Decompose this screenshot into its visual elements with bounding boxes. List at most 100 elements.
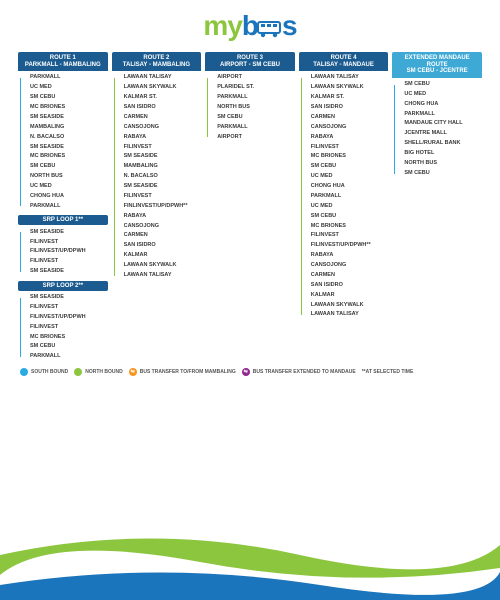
route-stop: RABAYA	[124, 211, 202, 221]
route-line	[114, 78, 115, 275]
route-stop: SM CEBU	[30, 162, 108, 172]
route-stop: CANSOJONG	[124, 123, 202, 133]
route-stop: SM CEBU	[217, 113, 295, 123]
column-header: ROUTE 1 PARKMALL - MAMBALING	[18, 52, 108, 71]
route-stop: FILINVEST	[124, 142, 202, 152]
route-stop: UC MED	[404, 90, 482, 100]
route-stop: CANSOJONG	[124, 221, 202, 231]
route-stop: N. BACALSO ⇋	[30, 132, 108, 142]
column-header: ROUTE 2 TALISAY - MAMBALING	[112, 52, 202, 71]
route-stop: PARKMALL	[311, 192, 389, 202]
route-stop: NORTH BUS	[30, 172, 108, 182]
route-section: LAWAAN TALISAY LAWAAN SKYWALKKALMAR ST.S…	[299, 73, 389, 320]
route-stop: UC MED	[311, 202, 389, 212]
footer-waves	[0, 530, 500, 600]
route-stop: KALMAR	[311, 290, 389, 300]
legend-dot-south	[20, 368, 28, 376]
route-column: ROUTE 3 AIRPORT - SM CEBU AIRPORTPLARIDEL…	[205, 52, 295, 362]
route-section: PARKMALLUC MED SM CEBUMC BRIONESSM SEASI…	[18, 73, 108, 211]
logo-text-s: s	[282, 10, 297, 41]
route-stop: KALMAR ST.	[311, 93, 389, 103]
route-stop: SM SEASIDE	[124, 182, 202, 192]
route-stop: PARKMALL	[404, 109, 482, 119]
route-stop: MC BRIONES	[311, 152, 389, 162]
route-line	[207, 78, 208, 137]
column-header: EXTENDED MANDAUE ROUTE SM CEBU - JCENTRE	[392, 52, 482, 78]
sub-header: SRP LOOP 2**	[18, 281, 108, 291]
route-stop: SHELL/RURAL BANK	[404, 139, 482, 149]
route-stop: MANDAUE CITY HALL	[404, 119, 482, 129]
legend-dot-mambaling: ⇋	[129, 368, 137, 376]
route-section: SM SEASIDEFILINVEST FILINVEST/UP/DPWHFIL…	[18, 293, 108, 362]
route-line	[20, 298, 21, 357]
route-stop: KALMAR ST.	[124, 93, 202, 103]
route-stop: PARKMALL	[30, 73, 108, 83]
route-stop: LAWAAN SKYWALK	[311, 300, 389, 310]
route-stop: CARMEN	[124, 113, 202, 123]
route-stop: UC MED	[30, 83, 108, 93]
route-stop: LAWAAN TALISAY	[124, 73, 202, 83]
route-column: ROUTE 2 TALISAY - MAMBALING LAWAAN TALISA…	[112, 52, 202, 362]
route-stop: CHONG HUA	[404, 100, 482, 110]
route-stop: LAWAAN TALISAY	[124, 271, 202, 281]
legend-label-north: NORTH BOUND	[85, 369, 123, 375]
route-stop: SAN ISIDRO	[124, 241, 202, 251]
legend-selected: **AT SELECTED TIME	[362, 369, 414, 375]
route-stop: LAWAAN TALISAY	[311, 310, 389, 320]
route-stop: FILINVEST	[124, 192, 202, 202]
column-header: ROUTE 4 TALISAY - MANDAUE	[299, 52, 389, 71]
route-stop: PLARIDEL ST.	[217, 83, 295, 93]
route-stop: RABAYA	[311, 251, 389, 261]
route-stop: NORTH BUS	[404, 159, 482, 169]
route-stop: FILINVEST/UP/DPWH	[30, 247, 108, 257]
route-stop: SAN ISIDRO	[124, 103, 202, 113]
route-stop: RABAYA	[311, 132, 389, 142]
route-line	[20, 78, 21, 206]
route-stop: PARKMALL	[217, 93, 295, 103]
route-column: EXTENDED MANDAUE ROUTE SM CEBU - JCENTRE…	[392, 52, 482, 362]
route-stop: SM CEBU	[30, 342, 108, 352]
route-stop: SM CEBU	[404, 169, 482, 179]
route-section: SM CEBUUC MED CHONG HUAPARKMALLMANDAUE C…	[392, 80, 482, 179]
route-stop: FILINVEST	[311, 231, 389, 241]
route-stop: CARMEN	[311, 271, 389, 281]
route-stop: SM SEASIDE	[30, 227, 108, 237]
route-stop: PARKMALL	[30, 202, 108, 212]
route-stop: SM SEASIDE	[30, 267, 108, 277]
route-columns: ROUTE 1 PARKMALL - MAMBALINGPARKMALLUC M…	[18, 52, 482, 362]
route-stop: AIRPORT	[217, 73, 295, 83]
legend-mambaling: ⇋BUS TRANSFER TO/FROM MAMBALING	[129, 368, 236, 376]
route-stop: UC MED	[311, 172, 389, 182]
sub-header: SRP LOOP 1**	[18, 215, 108, 225]
route-stop: BIG HOTEL	[404, 149, 482, 159]
route-column: ROUTE 1 PARKMALL - MAMBALINGPARKMALLUC M…	[18, 52, 108, 362]
route-stop: SAN ISIDRO	[311, 103, 389, 113]
legend-south: SOUTH BOUND	[20, 368, 68, 376]
route-stop: LAWAAN SKYWALK	[311, 83, 389, 93]
route-stop: FILINVEST	[311, 142, 389, 152]
route-stop: CANSOJONG	[311, 123, 389, 133]
legend-label-mambaling: BUS TRANSFER TO/FROM MAMBALING	[140, 369, 236, 375]
route-stop: UC MED	[30, 182, 108, 192]
bus-icon	[256, 18, 284, 40]
route-stop: CHONG HUA	[30, 192, 108, 202]
route-stop: CARMEN	[124, 231, 202, 241]
route-stop: MC BRIONES	[30, 332, 108, 342]
route-stop: SM CEBU	[404, 80, 482, 90]
route-stop: KALMAR	[124, 251, 202, 261]
route-stop: MAMBALING ⇋	[30, 123, 108, 133]
legend-mandaue: ⇋BUS TRANSFER EXTENDED TO MANDAUE	[242, 368, 356, 376]
column-header: ROUTE 3 AIRPORT - SM CEBU	[205, 52, 295, 71]
route-stop: SM CEBU	[30, 93, 108, 103]
legend-label-selected: **AT SELECTED TIME	[362, 369, 414, 375]
brand-logo: myb s	[18, 10, 482, 42]
route-line	[301, 78, 302, 315]
route-stop: FILINVEST/UP/DPWH	[30, 313, 108, 323]
route-stop: LAWAAN TALISAY	[311, 73, 389, 83]
route-column: ROUTE 4 TALISAY - MANDAUE LAWAAN TALISAY …	[299, 52, 389, 362]
route-stop: MC BRIONES	[30, 152, 108, 162]
route-stop: SM SEASIDE	[30, 293, 108, 303]
route-stop: FILINVEST	[30, 303, 108, 313]
route-section: LAWAAN TALISAY LAWAAN SKYWALKKALMAR ST.S…	[112, 73, 202, 280]
legend-dot-north	[74, 368, 82, 376]
